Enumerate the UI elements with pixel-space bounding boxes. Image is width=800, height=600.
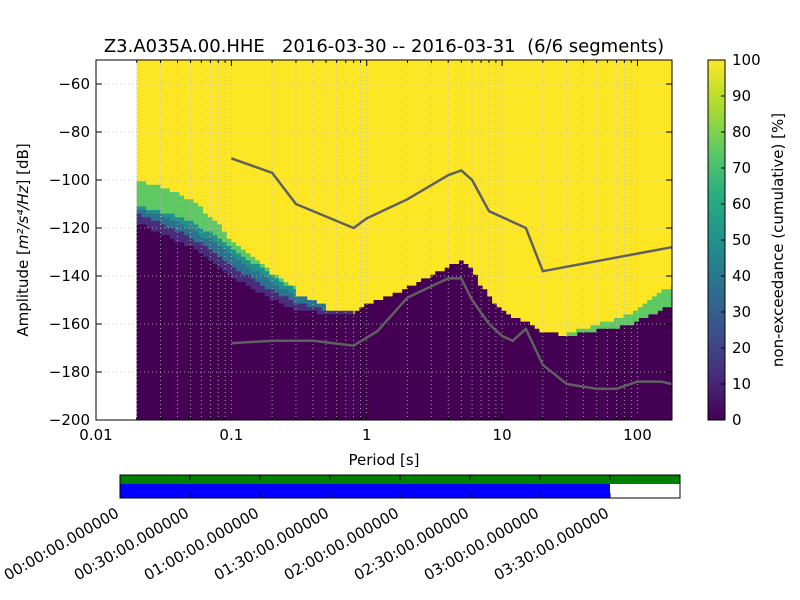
colorbar: 0 10 20 30 40 50 60 70 80 90 100 [707,51,761,429]
x-tick-label: 100 [623,426,652,444]
timeline-tick-label: 03:30:00.000000 [491,504,612,584]
y-tick-label: −140 [49,267,90,285]
plot-area [136,60,672,420]
percentile-line-2 [231,277,673,391]
colorbar-tick-label: 0 [732,411,742,429]
percentile-line-1 [230,157,673,273]
x-axis: 0.01 0.1 1 10 100 [79,60,652,444]
plot-overlays [95,59,673,421]
y-tick-label: −160 [49,315,90,333]
timeline-tick-label: 00:30:00.000000 [71,504,192,584]
colorbar-tick-label: 70 [732,159,751,177]
timeline-tick-label: 02:00:00.000000 [281,504,402,584]
colorbar-tick-label: 40 [732,267,751,285]
timeline-tick-label: 03:00:00.000000 [421,504,542,584]
y-axis-label-unit: m²/s⁴/Hz [14,184,32,249]
heatmap-region-0 [136,231,672,420]
timeline-tick-label: 01:00:00.000000 [141,504,262,584]
y-axis-label-suffix: ] [dB] [14,143,32,185]
colorbar-tick-label: 50 [732,231,751,249]
colorbar-tick-label: 20 [732,339,751,357]
x-tick-label: 10 [493,426,512,444]
y-axis: −60 −80 −100 −120 −140 −160 −180 −200 [49,75,672,429]
y-tick-label: −80 [58,123,90,141]
chart-title: Z3.A035A.00.HHE 2016-03-30 -- 2016-03-31… [104,36,664,57]
x-tick-label: 1 [362,426,372,444]
colorbar-label: non-exceedance (cumulative) [%] [769,113,787,367]
colorbar-tick-label: 60 [732,195,751,213]
colorbar-tick-label: 30 [732,303,751,321]
y-tick-label: −200 [49,411,90,429]
y-tick-label: −180 [49,363,90,381]
timeline-tick-label: 00:00:00.000000 [1,504,122,584]
x-tick-label: 0.01 [79,426,112,444]
colorbar-tick-label: 10 [732,375,751,393]
colorbar-tick-label: 80 [732,123,751,141]
y-tick-label: −60 [58,75,90,93]
colorbar-tick-label: 100 [732,51,761,69]
timeline-tick-label: 02:30:00.000000 [351,504,472,584]
y-axis-label-prefix: Amplitude [ [14,249,32,337]
timeline-tick-label: 01:30:00.000000 [211,504,332,584]
coverage-bar-blue [120,484,610,498]
y-tick-label: −120 [49,219,90,237]
x-axis-label: Period [s] [348,451,419,469]
plot-frame [95,59,673,421]
x-tick-label: 0.1 [219,426,243,444]
colorbar-tick-label: 90 [732,87,751,105]
y-axis-label: Amplitude [m²/s⁴/Hz] [dB] [14,143,32,336]
timeline-coverage: 00:00:00.00000000:30:00.00000001:00:00.0… [1,474,681,584]
y-tick-label: −100 [49,171,90,189]
